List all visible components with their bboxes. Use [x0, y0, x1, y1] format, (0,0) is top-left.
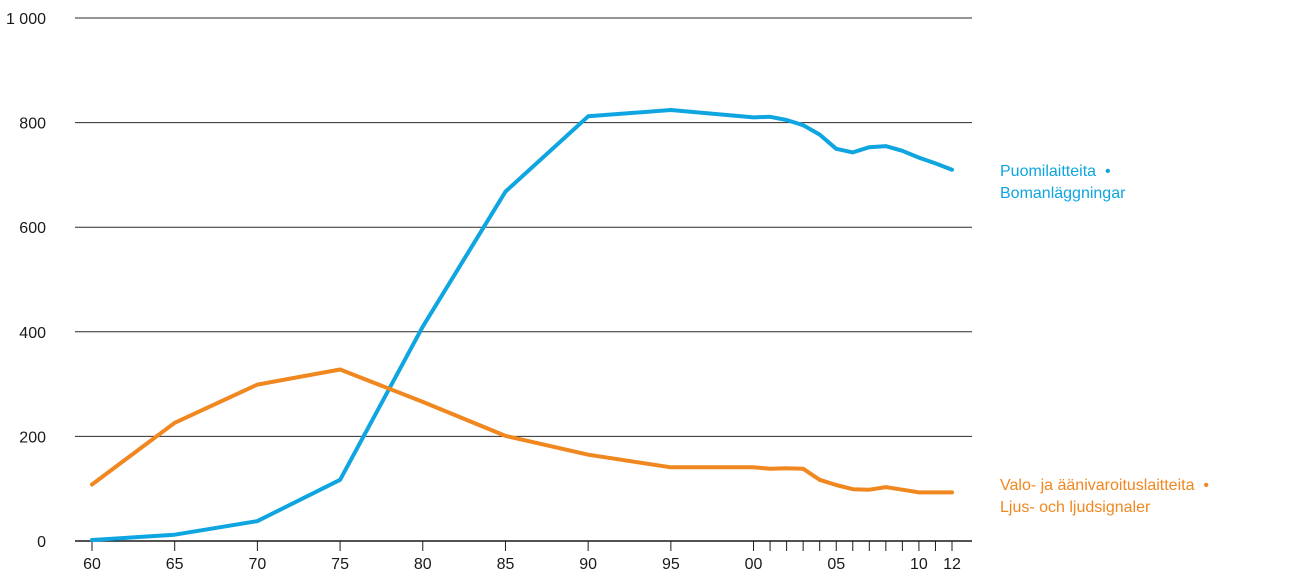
y-tick-label: 0 — [37, 534, 46, 551]
x-tick-label: 80 — [414, 556, 432, 573]
y-tick-label: 400 — [19, 325, 46, 342]
legend-label-1: Puomilaitteita • — [1000, 163, 1111, 180]
series-line-2 — [90, 367, 954, 495]
x-tick-label: 85 — [497, 556, 515, 573]
series-line-1 — [90, 108, 954, 542]
legend-layer: Puomilaitteita • Bomanläggningar Valo- ja … — [1000, 163, 1209, 516]
legend-label-1: Bomanläggningar — [1000, 185, 1126, 202]
y-tick-label: 1 000 — [6, 11, 46, 28]
x-tick-label: 65 — [166, 556, 184, 573]
x-tick-label: 90 — [579, 556, 597, 573]
y-tick-label: 800 — [19, 116, 46, 133]
x-tick-label: 05 — [827, 556, 845, 573]
x-tick-label: 10 — [910, 556, 928, 573]
x-tick-label: 75 — [331, 556, 349, 573]
y-tick-label: 200 — [19, 429, 46, 446]
x-tick-label: 95 — [662, 556, 680, 573]
x-tick-label: 60 — [83, 556, 101, 573]
axis-layer: 0 200 400 600 800 1 000 60 65 70 75 80 85 90 95 00 05 10… — [6, 11, 972, 573]
legend-label-2: Valo- ja äänivaroituslaitteita • — [1000, 477, 1209, 494]
x-tick-label: 70 — [248, 556, 266, 573]
grid-layer — [75, 17, 972, 437]
x-tick-label: 00 — [745, 556, 763, 573]
y-tick-label: 600 — [19, 220, 46, 237]
legend-label-2: Ljus- och ljudsignaler — [1000, 499, 1151, 516]
series-layer — [90, 108, 954, 542]
x-tick-label: 12 — [943, 556, 961, 573]
